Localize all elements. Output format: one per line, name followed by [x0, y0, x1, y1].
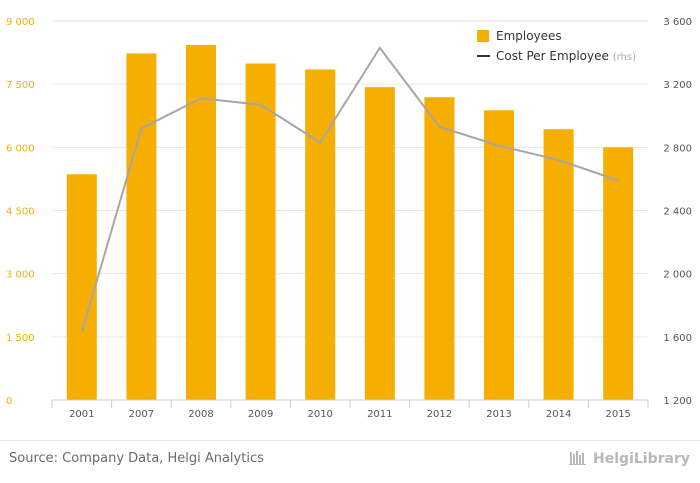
x-tick-label: 2011 — [367, 409, 392, 420]
left-tick-label: 3 000 — [6, 270, 35, 281]
legend-swatch-employees — [477, 30, 489, 42]
bar — [126, 53, 157, 400]
bar — [245, 63, 276, 400]
bar — [305, 69, 336, 400]
source-note: Source: Company Data, Helgi Analytics — [9, 451, 264, 466]
x-tick-label: 2012 — [427, 409, 452, 420]
legend: Employees Cost Per Employee (rhs) — [477, 29, 636, 63]
legend-label-cost: Cost Per Employee (rhs) — [496, 49, 636, 63]
brand-name: HelgiLibrary — [593, 451, 690, 467]
library-icon — [569, 449, 589, 469]
left-tick-label: 9 000 — [6, 17, 35, 28]
line-series — [80, 46, 619, 333]
x-tick-label: 2014 — [546, 409, 571, 420]
bar — [364, 87, 395, 400]
left-tick-label: 0 — [6, 396, 12, 407]
left-y-axis: 0 1 500 3 000 4 500 6 000 7 500 9 000 — [6, 17, 35, 407]
chart: 2001 2007 2008 2009 2010 2011 2012 2013 2014 2015… — [6, 17, 692, 420]
bar-series — [66, 45, 634, 401]
legend-label-employees: Employees — [496, 29, 562, 43]
left-tick-label: 6 000 — [6, 143, 35, 154]
right-tick-label: 2 000 — [663, 270, 692, 281]
right-tick-label: 2 800 — [663, 143, 692, 154]
x-tick-label: 2001 — [69, 409, 94, 420]
right-tick-label: 3 200 — [663, 80, 692, 91]
left-tick-label: 7 500 — [6, 80, 35, 91]
x-tick-label: 2015 — [605, 409, 630, 420]
brand-logo: HelgiLibrary — [569, 449, 690, 469]
bar — [603, 147, 634, 400]
cost-per-employee-line — [80, 46, 619, 333]
x-tick-label: 2013 — [486, 409, 511, 420]
bar — [424, 97, 455, 401]
bar — [66, 174, 97, 400]
left-tick-label: 4 500 — [6, 207, 35, 218]
right-tick-label: 1 200 — [663, 396, 692, 407]
legend-rhs-suffix: (rhs) — [613, 52, 636, 63]
x-axis: 2001 2007 2008 2009 2010 2011 2012 2013 2014 2015 — [51, 399, 649, 420]
x-tick-label: 2007 — [129, 409, 154, 420]
bar — [484, 110, 514, 400]
x-tick-label: 2008 — [188, 409, 213, 420]
x-tick-label: 2010 — [307, 409, 332, 420]
right-tick-label: 1 600 — [663, 333, 692, 344]
right-tick-label: 3 600 — [663, 17, 692, 28]
left-tick-label: 1 500 — [6, 333, 35, 344]
right-y-axis: 1 200 1 600 2 000 2 400 2 800 3 200 3 600 — [663, 17, 692, 407]
footer-divider — [0, 440, 700, 441]
right-tick-label: 2 400 — [663, 207, 692, 218]
bar — [543, 129, 574, 400]
x-tick-label: 2009 — [248, 409, 273, 420]
